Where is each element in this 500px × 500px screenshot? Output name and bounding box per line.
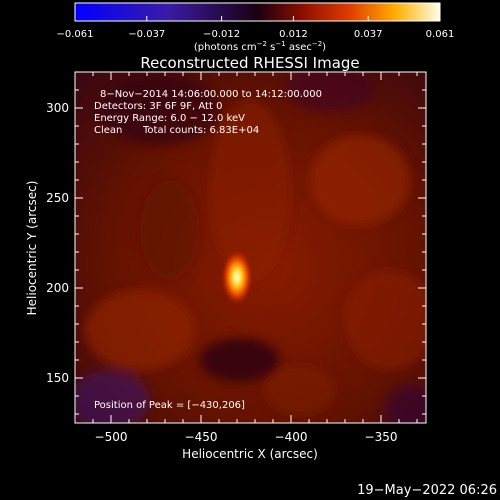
- heatmap-image: [75, 72, 426, 423]
- colorbar-tick-label: 0.012: [279, 29, 308, 40]
- colorbar: −0.061 −0.037 −0.012 0.012 0.037 0.061 (photo…: [56, 2, 454, 53]
- colorbar-ticks: −0.061 −0.037 −0.012 0.012 0.037 0.061: [56, 16, 454, 40]
- colorbar-tick-label: −0.037: [128, 29, 165, 40]
- colorbar-tick-label: 0.037: [354, 29, 383, 40]
- colorbar-tick-label: −0.012: [203, 29, 240, 40]
- colorbar-unit: (photons cm−2 s−1 asec−2): [194, 40, 326, 53]
- x-tick-label: −400: [275, 430, 308, 444]
- footer-timestamp: 19−May−2022 06:26: [357, 483, 497, 498]
- heatmap-texture: [75, 72, 426, 423]
- annotation-energy: Energy Range: 6.0 − 12.0 keV: [94, 113, 245, 124]
- annotation-detectors: Detectors: 3F 6F 9F, Att 0: [94, 101, 222, 112]
- y-axis-ticks: 150 200 250 300: [46, 71, 426, 415]
- colorbar-tick-label: 0.061: [426, 29, 455, 40]
- x-axis-label: Heliocentric X (arcsec): [182, 447, 318, 461]
- colorbar-tick-label: −0.061: [56, 29, 93, 40]
- x-axis-ticks: −500 −450 −400 −350: [92, 72, 418, 444]
- x-tick-label: −500: [95, 430, 128, 444]
- y-tick-label: 250: [46, 191, 69, 205]
- annotation-peak: Position of Peak = [−430,206]: [94, 400, 245, 411]
- y-tick-label: 200: [46, 281, 69, 295]
- chart-title: Reconstructed RHESSI Image: [140, 54, 359, 72]
- x-tick-label: −350: [365, 430, 398, 444]
- annotation-time: 8−Nov−2014 14:06:00.000 to 14:12:00.000: [100, 89, 322, 100]
- colorbar-gradient: [74, 2, 441, 22]
- y-tick-label: 300: [46, 101, 69, 115]
- annotation-counts: Total counts: 6.83E+04: [142, 125, 259, 136]
- y-axis-label: Heliocentric Y (arcsec): [25, 181, 39, 316]
- y-tick-label: 150: [46, 371, 69, 385]
- x-tick-label: −450: [185, 430, 218, 444]
- image-annotations: 8−Nov−2014 14:06:00.000 to 14:12:00.000 …: [94, 89, 322, 411]
- annotation-method: Clean: [94, 125, 122, 136]
- plot-frame: [74, 71, 427, 424]
- flare-source: [221, 249, 253, 305]
